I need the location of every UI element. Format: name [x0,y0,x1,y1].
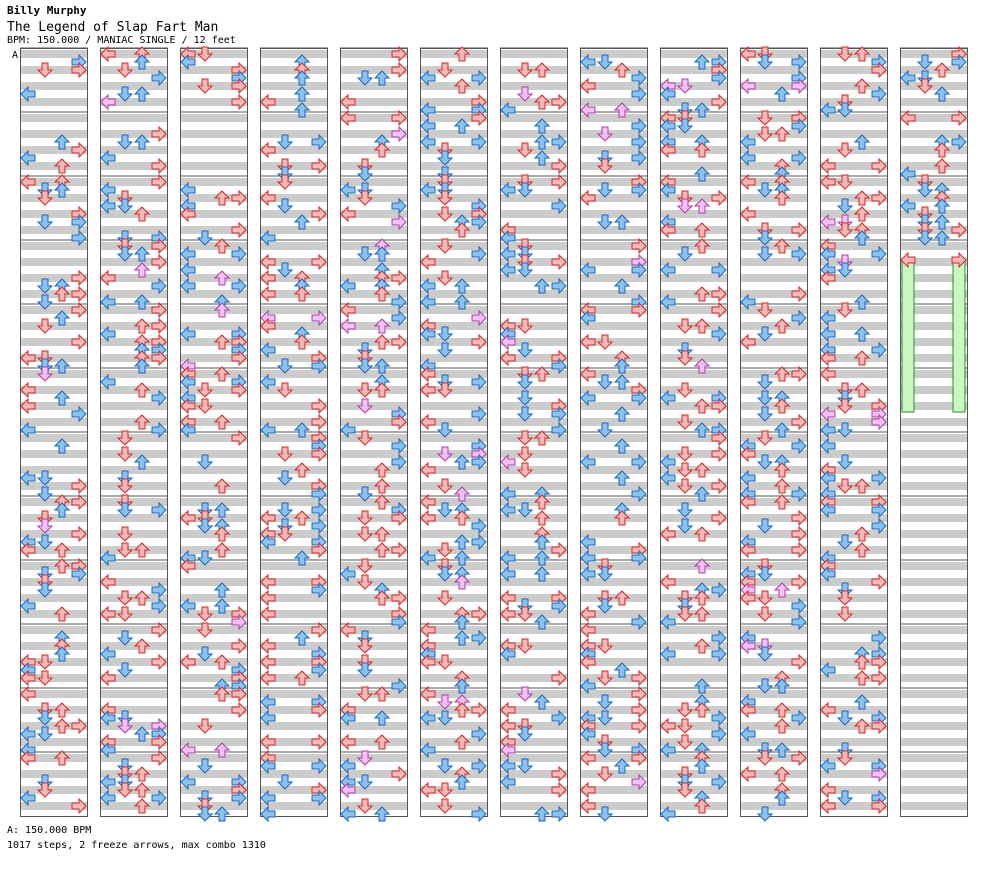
chart-meta: BPM: 150.000 / MANIAC SINGLE / 12 feet [7,35,236,46]
chart-column [580,47,648,822]
chart-column [740,46,808,822]
chart-column [660,47,728,822]
song-author: Billy Murphy [7,4,87,17]
chart-column [420,46,488,822]
song-title: The Legend of Slap Fart Man [7,20,219,35]
chart-column [820,46,888,817]
bpm-legend: A: 150.000 BPM [7,825,92,836]
bpm-marker: A [12,50,18,61]
step-summary: 1017 steps, 2 freeze arrows, max combo 1… [7,840,266,851]
chart-column [340,46,408,822]
chart-column [900,46,968,817]
freeze-arrow-body [952,259,966,413]
chart-column [260,47,328,822]
freeze-arrow-body [901,259,915,413]
chart-column [20,47,88,817]
chart-column [180,46,248,822]
chart-column [100,46,168,817]
chart-column [500,47,568,822]
